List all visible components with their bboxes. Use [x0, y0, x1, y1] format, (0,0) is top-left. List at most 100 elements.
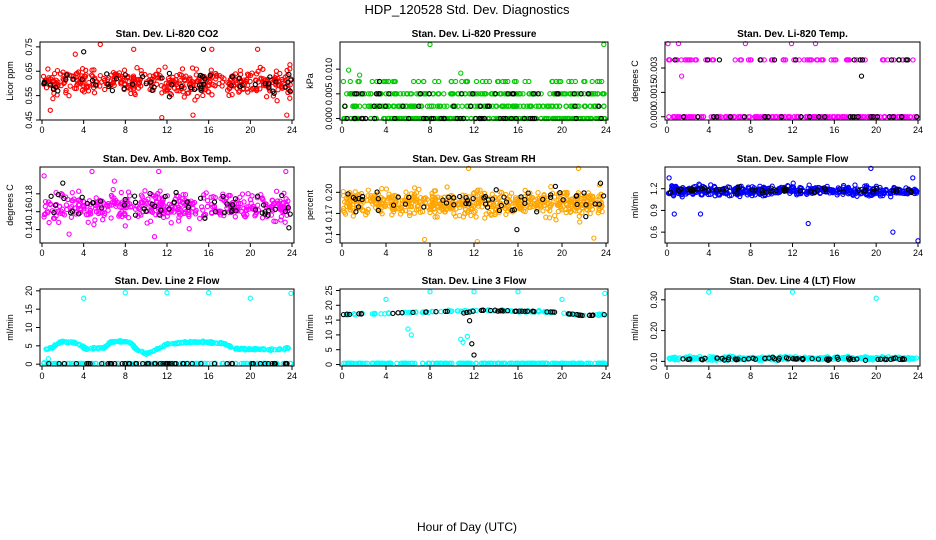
- data-point: [457, 193, 463, 200]
- x-tick-label: 4: [81, 371, 86, 381]
- x-tick-label: 0: [664, 125, 669, 135]
- y-tick-label: 0.0015: [649, 79, 659, 107]
- data-point: [873, 295, 879, 301]
- data-point: [890, 355, 897, 362]
- data-point: [511, 207, 517, 213]
- data-point: [187, 84, 194, 91]
- data-point: [511, 103, 517, 109]
- data-point: [455, 308, 461, 314]
- data-point: [210, 204, 216, 210]
- data-point: [116, 70, 123, 76]
- series-all: [666, 289, 920, 364]
- data-point: [121, 85, 127, 92]
- data-point: [105, 202, 111, 209]
- data-point: [197, 215, 203, 222]
- data-point: [462, 360, 469, 366]
- data-point: [451, 103, 457, 109]
- data-point: [862, 187, 868, 193]
- data-point: [675, 187, 681, 193]
- data-point: [841, 114, 847, 120]
- data-point: [727, 114, 734, 120]
- data-point: [45, 199, 52, 205]
- data-point: [108, 72, 114, 78]
- data-point: [492, 211, 498, 218]
- data-point: [413, 115, 419, 122]
- data-point: [178, 83, 185, 90]
- data-point: [526, 78, 532, 85]
- data-point: [693, 57, 699, 63]
- data-point: [397, 211, 404, 217]
- data-point: [464, 197, 471, 204]
- y-axis-label: kPa: [305, 73, 315, 89]
- data-point: [444, 184, 450, 190]
- data-point: [228, 82, 234, 89]
- data-point: [353, 209, 359, 215]
- data-point: [760, 193, 766, 199]
- data-point: [171, 199, 177, 205]
- data-point: [166, 209, 172, 216]
- data-point: [423, 309, 429, 315]
- data-point: [530, 308, 536, 314]
- y-tick-label: 0.75: [24, 38, 34, 56]
- data-point: [220, 193, 226, 200]
- data-point: [583, 202, 589, 208]
- data-point: [473, 214, 479, 220]
- data-point: [266, 84, 272, 90]
- data-point: [480, 307, 487, 313]
- data-point: [378, 311, 384, 317]
- data-point: [600, 193, 607, 199]
- data-point: [411, 185, 418, 191]
- data-point: [515, 289, 521, 295]
- data-point: [406, 194, 412, 201]
- data-point: [494, 200, 500, 207]
- data-point: [287, 95, 293, 101]
- data-point: [857, 57, 863, 63]
- data-point: [851, 114, 857, 120]
- data-point: [469, 341, 475, 347]
- data-point: [490, 115, 497, 122]
- data-point: [785, 356, 792, 362]
- data-point: [690, 187, 697, 194]
- data-point: [127, 193, 133, 199]
- data-point: [259, 215, 266, 221]
- x-tick-label: 20: [871, 371, 881, 381]
- data-point: [575, 165, 582, 172]
- data-point: [598, 360, 604, 366]
- data-point: [703, 57, 709, 63]
- data-point: [371, 103, 377, 109]
- data-point: [185, 204, 192, 210]
- data-point: [876, 191, 883, 197]
- x-tick-label: 4: [383, 371, 388, 381]
- data-point: [385, 78, 392, 85]
- x-tick-label: 20: [557, 371, 567, 381]
- data-point: [111, 200, 118, 206]
- data-point: [134, 65, 140, 71]
- data-point: [374, 200, 380, 207]
- data-point: [394, 360, 400, 366]
- data-point: [667, 189, 674, 195]
- data-point: [420, 198, 426, 204]
- x-tick-label: 0: [39, 125, 44, 135]
- data-point: [856, 187, 862, 194]
- data-point: [410, 103, 417, 109]
- y-tick-label: 20: [324, 300, 334, 310]
- x-tick-label: 16: [513, 371, 523, 381]
- data-point: [535, 91, 541, 97]
- data-point: [719, 355, 725, 362]
- data-point: [116, 339, 123, 345]
- data-point: [121, 202, 128, 208]
- data-point: [527, 360, 533, 366]
- data-point: [79, 194, 85, 200]
- data-point: [236, 78, 243, 85]
- data-point: [910, 175, 916, 181]
- data-point: [161, 343, 167, 349]
- data-point: [247, 295, 253, 301]
- data-point: [356, 72, 363, 78]
- data-point: [732, 57, 738, 63]
- data-point: [569, 91, 575, 97]
- data-point: [441, 91, 447, 97]
- data-point: [588, 91, 594, 97]
- data-point: [373, 115, 379, 122]
- data-point: [131, 46, 137, 52]
- data-point: [52, 202, 59, 208]
